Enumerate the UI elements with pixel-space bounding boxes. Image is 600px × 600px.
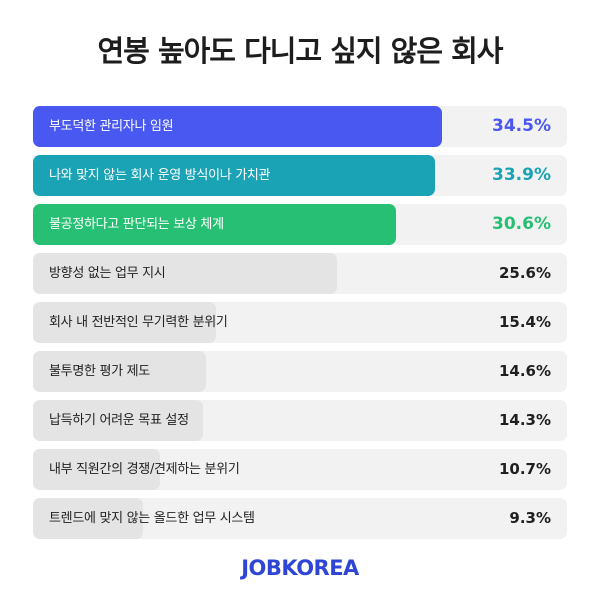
bar-label: 회사 내 전반적인 무기력한 분위기 [49, 315, 228, 330]
bar-row: 내부 직원간의 경쟁/견제하는 분위기 10.7% [33, 449, 567, 490]
bar [33, 400, 203, 441]
bar-label: 불공정하다고 판단되는 보상 체계 [49, 217, 224, 232]
bar-label: 납득하기 어려운 목표 설정 [49, 413, 189, 428]
bar-label: 내부 직원간의 경쟁/견제하는 분위기 [49, 462, 240, 477]
bar-label: 부도덕한 관리자나 임원 [49, 119, 174, 134]
bar-row: 방향성 없는 업무 지시 25.6% [33, 253, 567, 294]
bar-value-label: 30.6% [492, 214, 551, 234]
bar [33, 204, 397, 245]
bar-value-label: 14.3% [498, 411, 551, 429]
bar-row: 트렌드에 맞지 않는 올드한 업무 시스템 9.3% [33, 498, 567, 539]
bar-label: 방향성 없는 업무 지시 [49, 266, 166, 281]
bar-row: 불투명한 평가 제도 14.6% [33, 351, 567, 392]
bar-label: 나와 맞지 않는 회사 운영 방식이나 가치관 [49, 168, 271, 183]
chart-title: 연봉 높아도 다니고 싶지 않은 회사 [97, 34, 503, 68]
bar-row: 부도덕한 관리자나 임원 34.5% [33, 106, 567, 147]
bar [33, 449, 160, 490]
bar-value-label: 14.6% [498, 362, 551, 380]
bar-row: 회사 내 전반적인 무기력한 분위기 15.4% [33, 302, 567, 343]
bar-label: 불투명한 평가 제도 [49, 364, 150, 379]
bar-value-label: 10.7% [498, 460, 551, 478]
bar-value-label: 33.9% [492, 165, 551, 185]
bar-label: 트렌드에 맞지 않는 올드한 업무 시스템 [49, 511, 255, 526]
bar-value-label: 25.6% [498, 264, 551, 282]
bar-value-label: 9.3% [509, 509, 551, 527]
bar-row: 나와 맞지 않는 회사 운영 방식이나 가치관 33.9% [33, 155, 567, 196]
bar [33, 498, 144, 539]
bar [33, 253, 337, 294]
bar-row: 불공정하다고 판단되는 보상 체계 30.6% [33, 204, 567, 245]
bar [33, 302, 216, 343]
bar [33, 351, 207, 392]
bar-value-label: 15.4% [498, 313, 551, 331]
bar [33, 155, 436, 196]
bar-value-label: 34.5% [492, 116, 551, 136]
jobkorea-logo: JOBKOREA [241, 556, 359, 580]
bar [33, 106, 443, 147]
bar-list: 부도덕한 관리자나 임원 34.5% 나와 맞지 않는 회사 운영 방식이나 가치관… [33, 106, 567, 547]
bar-row: 납득하기 어려운 목표 설정 14.3% [33, 400, 567, 441]
